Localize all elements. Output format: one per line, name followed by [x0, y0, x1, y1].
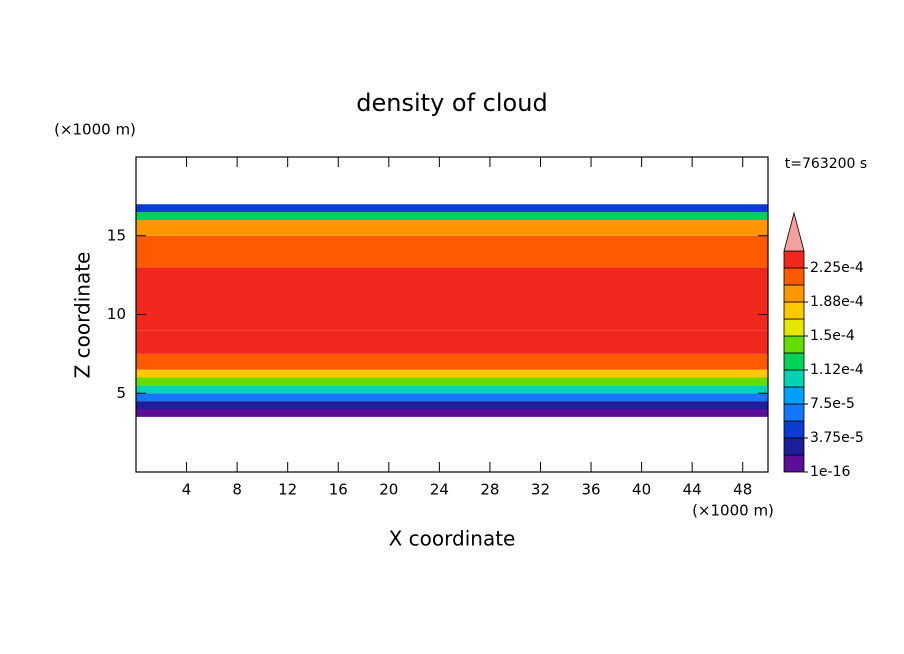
- x-tick-label: 48: [733, 481, 752, 499]
- y-tick-label: 15: [107, 226, 126, 244]
- x-unit: (×1000 m): [692, 502, 774, 520]
- colorbar-tick-label: 1.5e-4: [810, 328, 855, 344]
- colorbar-box: [783, 352, 805, 371]
- colorbar-extend: [783, 211, 805, 252]
- colorbar-tick-label: 1.12e-4: [810, 362, 864, 378]
- colorbar-tick-label: 1e-16: [810, 464, 850, 480]
- x-tick-label: 44: [683, 481, 702, 499]
- contour-band: [136, 377, 768, 386]
- contour-band: [136, 409, 768, 417]
- contour-band: [136, 267, 768, 331]
- x-tick-label: 36: [581, 481, 600, 499]
- y-unit: (×1000 m): [54, 121, 136, 139]
- x-tick-label: 12: [278, 481, 297, 499]
- colorbar-tick-label: 3.75e-5: [810, 430, 864, 446]
- colorbar-tick-label: 1.88e-4: [810, 294, 864, 310]
- colorbar-box: [783, 403, 805, 422]
- x-tick-label: 28: [480, 481, 499, 499]
- contour-band: [136, 393, 768, 402]
- contour-band: [136, 401, 768, 409]
- colorbar-box: [783, 318, 805, 337]
- colorbar-box: [783, 267, 805, 286]
- colorbar-tick-label: 2.25e-4: [810, 260, 864, 276]
- colorbar-box: [783, 284, 805, 303]
- time-label: t=763200 s: [785, 156, 867, 172]
- contour-band: [136, 330, 768, 354]
- x-tick-label: 32: [531, 481, 550, 499]
- contour-band: [136, 235, 768, 268]
- chart-title: density of cloud: [356, 89, 547, 117]
- x-tick-label: 4: [182, 481, 192, 499]
- colorbar-box: [783, 301, 805, 320]
- contour-band: [136, 220, 768, 236]
- y-axis-title: Z coordinate: [71, 252, 95, 379]
- y-tick-label: 10: [107, 305, 126, 323]
- contour-band: [136, 353, 768, 370]
- contour-band: [136, 385, 768, 394]
- colorbar-box: [783, 420, 805, 439]
- colorbar-box: [783, 386, 805, 405]
- x-tick-label: 16: [329, 481, 348, 499]
- colorbar-box: [783, 369, 805, 388]
- contour-band: [136, 369, 768, 378]
- x-axis-title: X coordinate: [389, 527, 516, 551]
- field: [136, 204, 768, 417]
- contour-band: [136, 212, 768, 220]
- colorbar-box: [783, 454, 805, 473]
- colorbar-tick-label: 7.5e-5: [810, 396, 855, 412]
- y-tick-label: 5: [116, 384, 126, 402]
- colorbar-box: [783, 437, 805, 456]
- x-tick-label: 40: [632, 481, 651, 499]
- x-tick-label: 20: [379, 481, 398, 499]
- colorbar-box: [783, 335, 805, 354]
- colorbar-box: [783, 250, 805, 269]
- contour-band: [136, 204, 768, 213]
- x-tick-label: 24: [430, 481, 449, 499]
- x-tick-label: 8: [232, 481, 242, 499]
